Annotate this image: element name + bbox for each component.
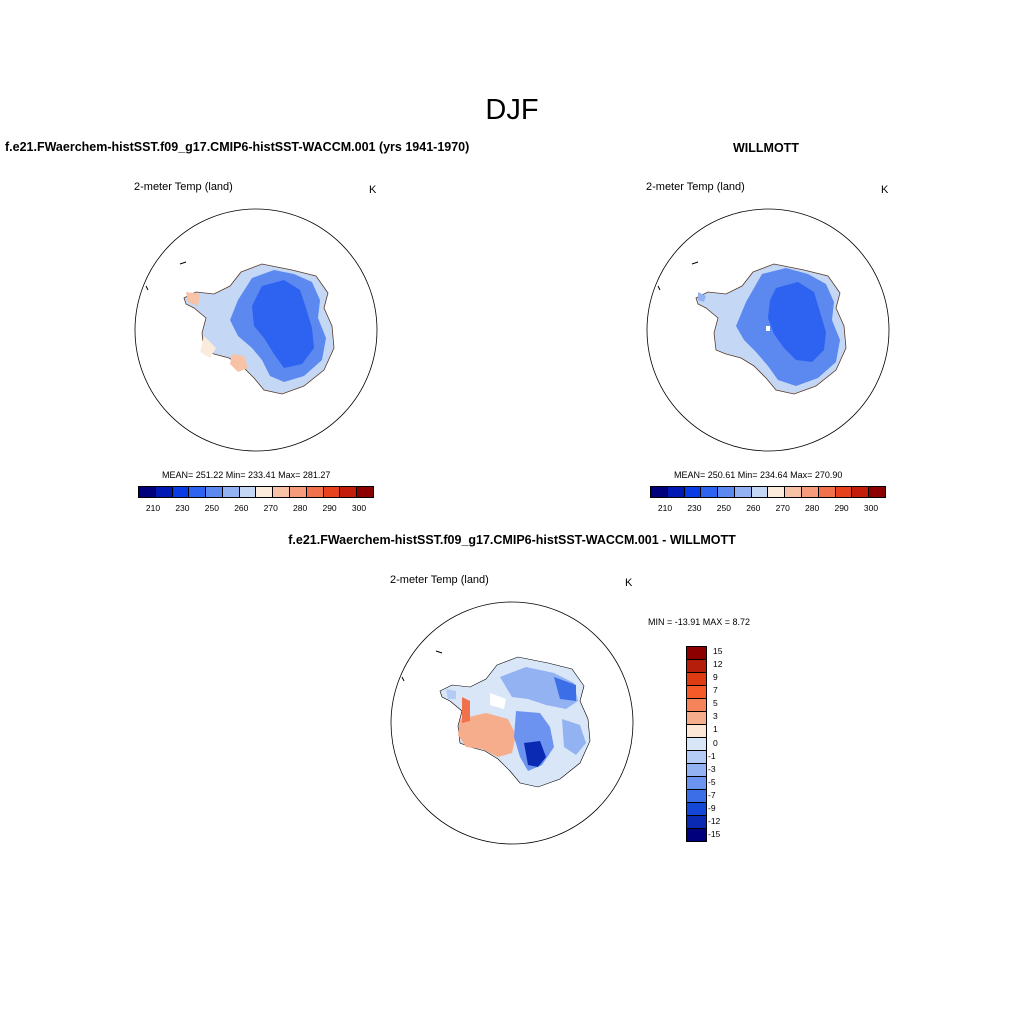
diff-colorbar-swatch [687, 751, 706, 764]
model-stats: MEAN= 251.22 Min= 233.41 Max= 281.27 [162, 470, 331, 480]
obs-colorbar-tick-label: 230 [687, 503, 702, 513]
diff-colorbar-tick-label: 9 [713, 672, 718, 683]
diff-colorbar-tick-label: -12 [708, 815, 721, 826]
obs-colorbar-swatch [802, 487, 819, 497]
diff-colorbar-tick-label: 7 [713, 685, 718, 696]
diff-colorbar-swatch [687, 699, 706, 712]
diff-colorbar-tick-label: -5 [708, 776, 716, 787]
model-colorbar-tick-label: 260 [234, 503, 249, 513]
obs-colorbar-swatch [751, 487, 769, 497]
diff-variable-label: 2-meter Temp (land) [390, 574, 489, 586]
diff-colorbar-swatch [687, 816, 706, 829]
obs-stats: MEAN= 250.61 Min= 234.64 Max= 270.90 [674, 470, 843, 480]
diff-colorbar-tick-label: -3 [708, 763, 716, 774]
obs-case-title: WILLMOTT [733, 141, 799, 155]
model-colorbar-tick-label: 210 [145, 503, 161, 513]
diff-colorbar-tick-label: 5 [713, 698, 718, 709]
diff-colorbar-swatch [687, 712, 706, 725]
obs-colorbar-swatch [869, 487, 885, 497]
diff-colorbar-swatch [687, 790, 706, 803]
diff-colorbar-swatch [687, 829, 706, 841]
diff-colorbar-tick-label: 15 [713, 646, 723, 657]
diff-map [390, 601, 634, 845]
obs-colorbar-tick-label: 300 [863, 503, 879, 513]
obs-colorbar-tick-label: 250 [716, 503, 731, 513]
model-colorbar-tick-label: 270 [263, 503, 278, 513]
diff-stats: MIN = -13.91 MAX = 8.72 [648, 617, 751, 627]
diff-colorbar-swatch [687, 660, 706, 673]
obs-colorbar-swatch [701, 487, 719, 497]
model-colorbar-swatch [222, 487, 240, 497]
model-colorbar-swatch [139, 487, 156, 497]
obs-variable-label: 2-meter Temp (land) [646, 181, 745, 193]
diff-colorbar-ticks: 15 12 9 7 5 3 1 0 -1 -3 -5 -7 -9 -12 -15 [708, 646, 741, 842]
model-colorbar-swatch [206, 487, 223, 497]
diff-colorbar-swatch [687, 673, 706, 686]
obs-colorbar-tick-label: 270 [775, 503, 790, 513]
diff-colorbar-swatch [687, 777, 706, 790]
model-colorbar-tick-label: 300 [351, 503, 367, 513]
model-colorbar-swatch [172, 487, 190, 497]
model-colorbar-swatch [273, 487, 291, 497]
model-colorbar-swatch [340, 487, 358, 497]
model-colorbar-swatch [155, 487, 173, 497]
diff-colorbar-swatch [687, 725, 706, 738]
obs-colorbar-swatch [684, 487, 702, 497]
diff-colorbar-tick-label: 12 [713, 659, 723, 670]
obs-colorbar-ticks: 210 230 250 260 270 280 290 300 [650, 503, 886, 515]
model-colorbar-swatch [239, 487, 257, 497]
obs-colorbar-tick-label: 280 [805, 503, 820, 513]
diff-case-title: f.e21.FWaerchem-histSST.f09_g17.CMIP6-hi… [288, 533, 736, 547]
obs-colorbar-tick-label: 210 [657, 503, 673, 513]
obs-map [646, 208, 890, 452]
diff-units-label: K [625, 577, 633, 589]
model-colorbar [138, 486, 374, 498]
model-colorbar-ticks: 210 230 250 260 270 280 290 300 [138, 503, 374, 515]
obs-colorbar-swatch [835, 487, 853, 497]
diff-colorbar-swatch [687, 738, 706, 751]
model-colorbar-swatch [357, 487, 373, 497]
diff-colorbar-tick-label: -15 [708, 829, 721, 839]
diff-colorbar-tick-label: 1 [713, 724, 718, 735]
obs-colorbar-tick-label: 260 [746, 503, 761, 513]
obs-colorbar-swatch [818, 487, 836, 497]
diff-colorbar-swatch [687, 647, 706, 660]
model-colorbar-swatch [323, 487, 341, 497]
diff-colorbar-swatch [687, 686, 706, 699]
model-colorbar-swatch [290, 487, 307, 497]
diff-colorbar [686, 646, 707, 842]
model-colorbar-swatch [256, 487, 274, 497]
model-colorbar-tick-label: 230 [175, 503, 190, 513]
obs-colorbar-swatch [651, 487, 668, 497]
obs-colorbar [650, 486, 886, 498]
obs-units-label: K [881, 184, 889, 196]
model-colorbar-swatch [306, 487, 324, 497]
model-colorbar-tick-label: 250 [204, 503, 219, 513]
obs-colorbar-swatch [734, 487, 752, 497]
obs-colorbar-swatch [785, 487, 803, 497]
diff-colorbar-tick-label: -1 [708, 750, 716, 761]
model-colorbar-tick-label: 290 [322, 503, 337, 513]
obs-colorbar-swatch [718, 487, 735, 497]
model-variable-label: 2-meter Temp (land) [134, 181, 233, 193]
obs-colorbar-swatch [768, 487, 786, 497]
diff-colorbar-tick-label: 0 [713, 737, 718, 748]
obs-colorbar-swatch [852, 487, 870, 497]
obs-colorbar-swatch [667, 487, 685, 497]
model-colorbar-swatch [189, 487, 207, 497]
diff-colorbar-swatch [687, 764, 706, 777]
obs-colorbar-tick-label: 290 [834, 503, 849, 513]
diff-colorbar-tick-label: -9 [708, 802, 716, 813]
diff-colorbar-tick-label: -7 [708, 789, 716, 800]
model-case-title: f.e21.FWaerchem-histSST.f09_g17.CMIP6-hi… [5, 140, 470, 154]
model-units-label: K [369, 184, 377, 196]
diff-colorbar-tick-label: 3 [713, 711, 718, 722]
diff-colorbar-swatch [687, 803, 706, 816]
model-colorbar-tick-label: 280 [293, 503, 308, 513]
model-map [134, 208, 378, 452]
figure-title: DJF [485, 94, 539, 126]
